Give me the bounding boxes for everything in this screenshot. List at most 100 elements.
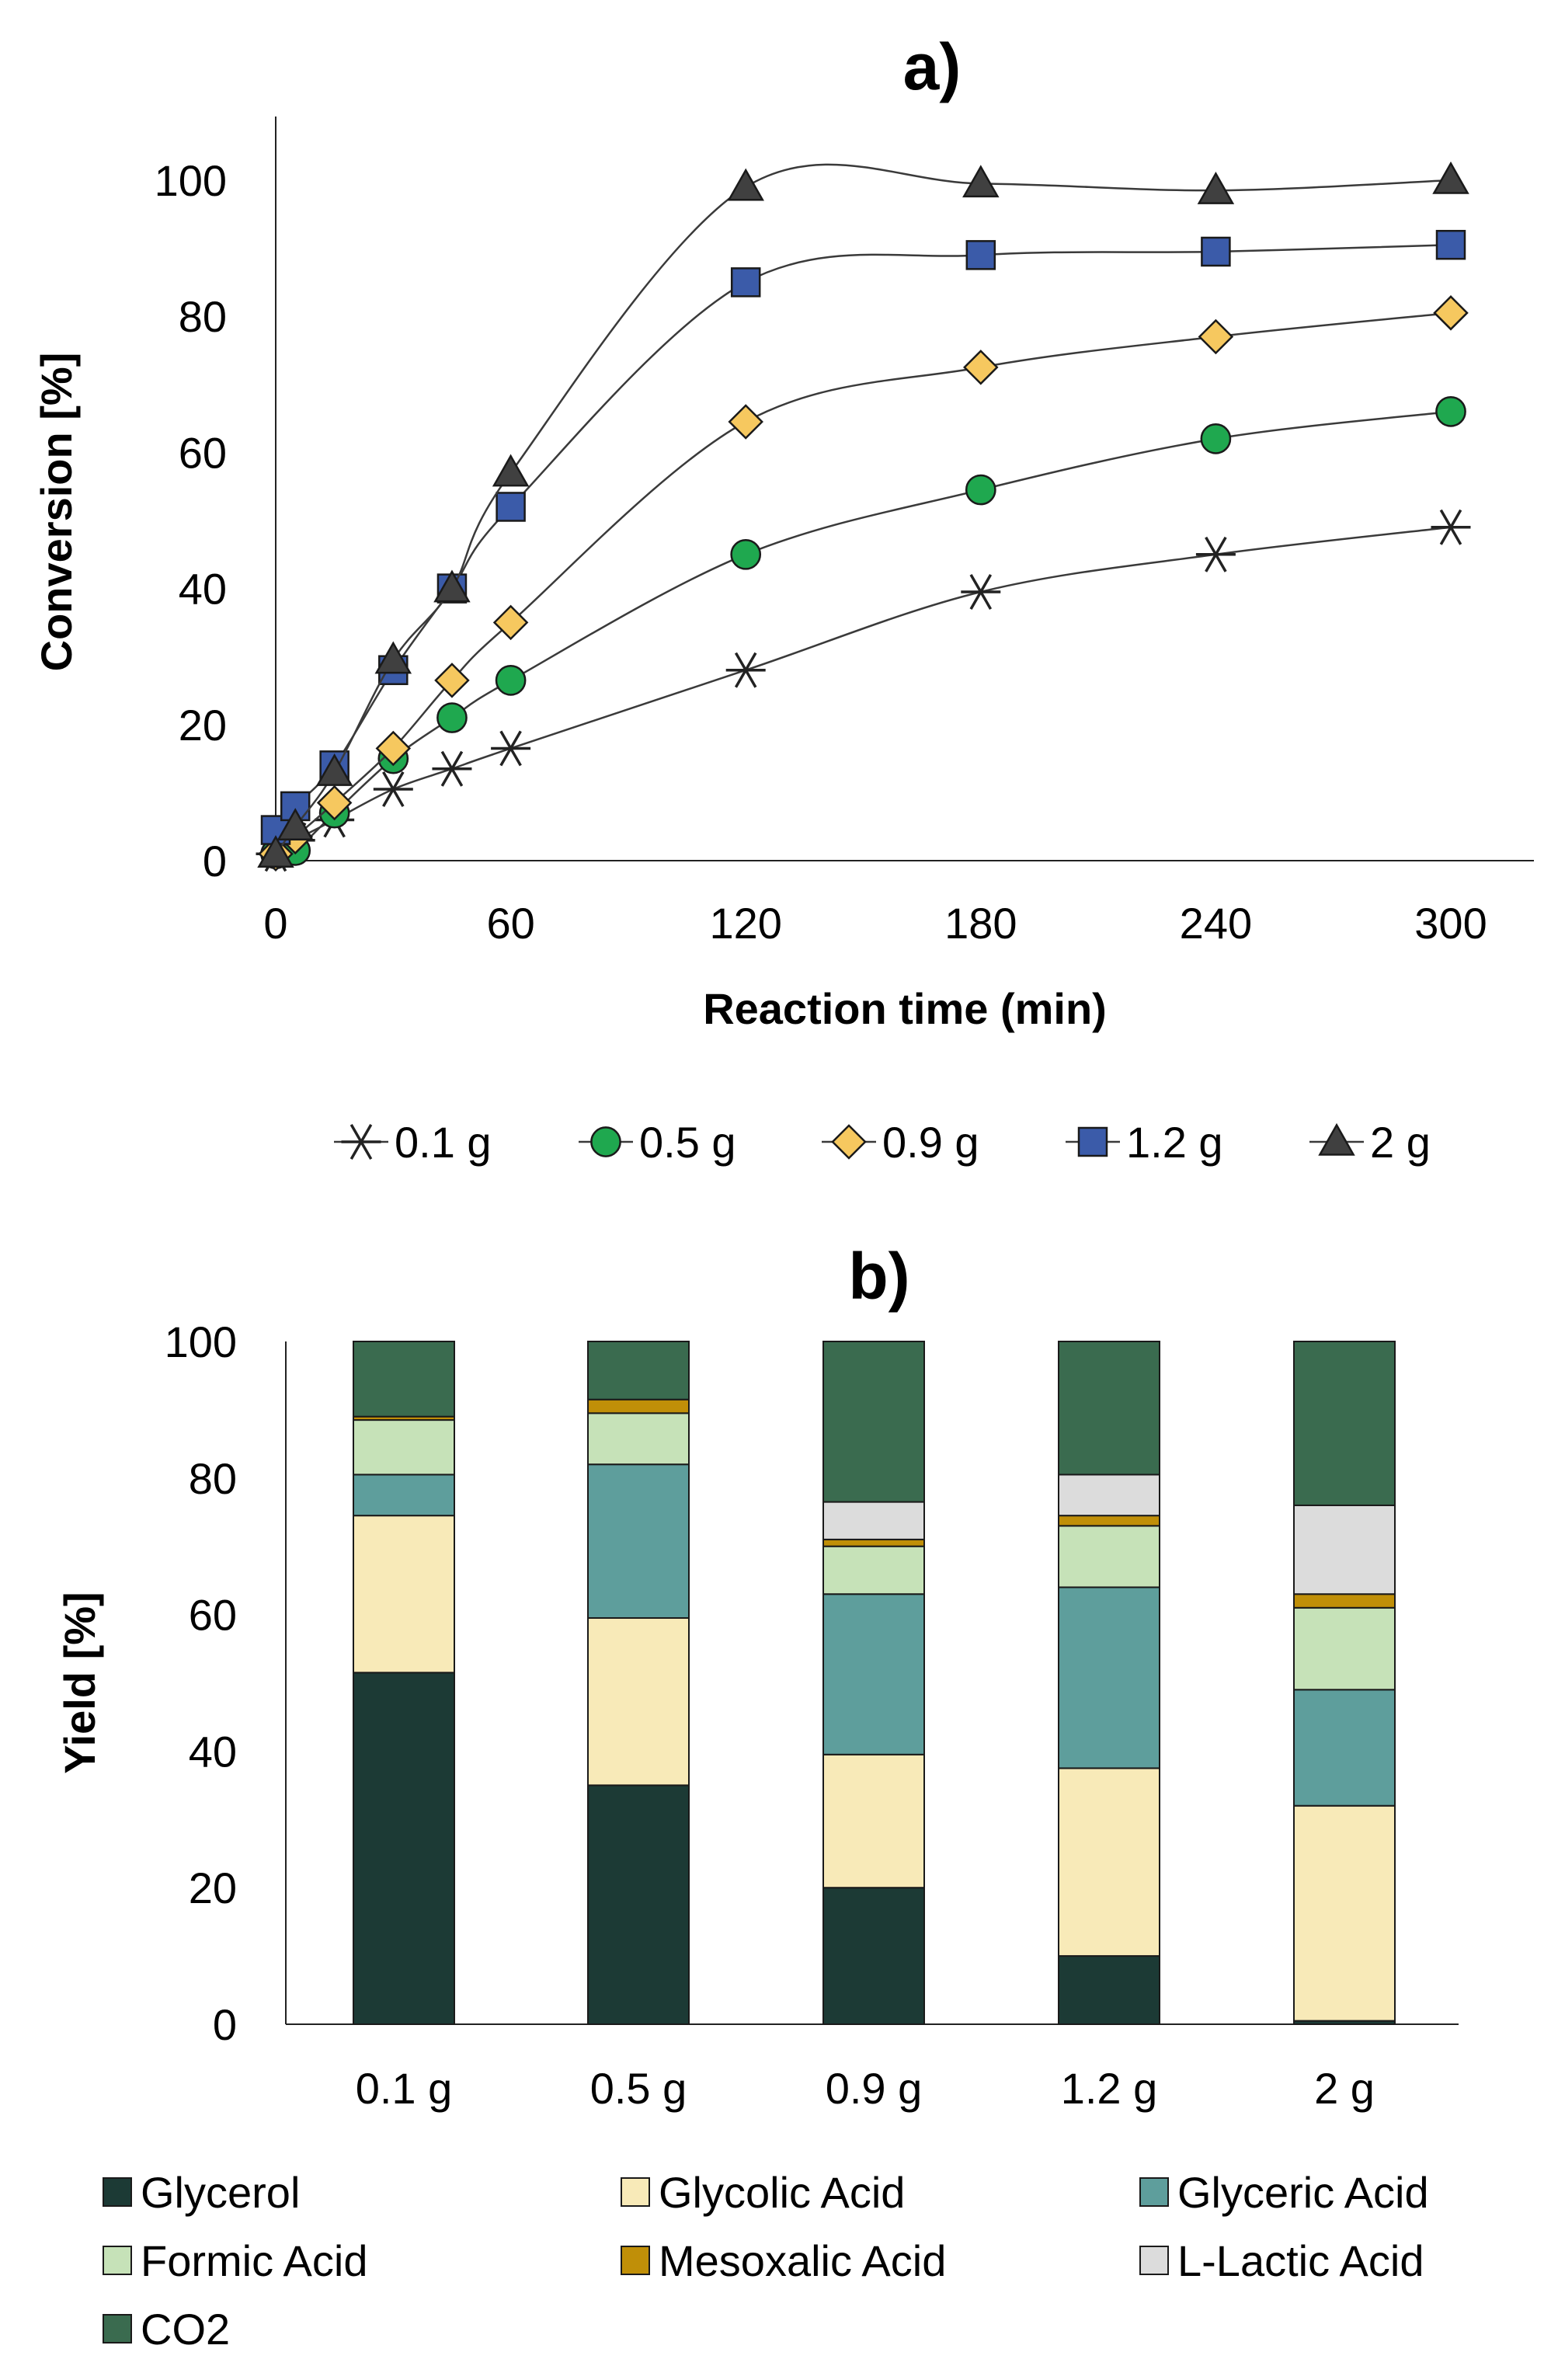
legend-marker-stroke — [349, 1124, 373, 1160]
chart-a-point — [965, 474, 996, 506]
chart-a-point — [1197, 172, 1235, 204]
chart-a-point — [432, 750, 472, 787]
chart-a-point — [436, 702, 468, 733]
chart-b-bar-segment-mesoxalic-acid — [1058, 1515, 1160, 1527]
chart-a-point — [730, 267, 761, 298]
chart-a-point — [257, 835, 294, 868]
legend-swatch — [103, 2177, 132, 2207]
chart-a-point — [374, 641, 412, 674]
chart-a-point — [1201, 236, 1231, 267]
chart-b-legend-label: Formic Acid — [141, 2236, 368, 2285]
chart-b-bar-segment-glycerol — [353, 1672, 455, 2025]
chart-a-title: a) — [903, 30, 962, 103]
chart-a-point-stroke — [382, 771, 405, 807]
chart-b-bar-segment-glycolic-acid — [1293, 1804, 1396, 2022]
chart-b-x-tick-label: 0.9 g — [826, 2064, 923, 2113]
chart-a-legend-item-0-1-g: 0.1 g — [334, 1118, 492, 1167]
chart-a-point — [962, 165, 1000, 198]
chart-b-bar-0-9-g — [822, 1341, 925, 2025]
chart-a-y-tick-label: 40 — [179, 565, 227, 614]
legend-swatch — [103, 2246, 132, 2275]
chart-a-y-tick-label: 60 — [179, 428, 227, 477]
chart-a-point — [1195, 536, 1236, 572]
chart-b-bar-segment-formic-acid — [587, 1412, 690, 1466]
chart-a-x-tick-label: 180 — [944, 899, 1017, 948]
chart-b-legend-label: Mesoxalic Acid — [659, 2236, 946, 2285]
chart-b-bar-segment-co2 — [353, 1341, 455, 1418]
chart-b-legend-item-mesoxalic-acid: Mesoxalic Acid — [621, 2236, 946, 2285]
chart-a-point — [1198, 318, 1234, 355]
chart-a-legend-item-2-g: 2 g — [1309, 1118, 1431, 1167]
chart-b-x-tick-label: 0.1 g — [356, 2064, 453, 2113]
chart-a-y-tick-label: 100 — [155, 156, 227, 205]
chart-b-bar-0-5-g — [587, 1341, 690, 2026]
chart-a-series-2-g — [257, 161, 1469, 868]
chart-a-point-stroke — [969, 574, 993, 610]
chart-b-legend-item-formic-acid: Formic Acid — [103, 2236, 368, 2285]
chart-b-bar-segment-l-lactic-acid — [822, 1501, 925, 1540]
legend-swatch — [621, 2246, 650, 2275]
legend-marker — [1077, 1126, 1108, 1157]
chart-b-legend-label: Glycerol — [141, 2168, 300, 2217]
chart-a-legend-label: 2 g — [1370, 1118, 1431, 1167]
chart-a-point — [492, 454, 530, 487]
chart-a-point — [963, 350, 999, 385]
chart-a-point — [495, 665, 527, 696]
chart-a-legend: 0.1 g 0.5 g 0.9 g 1.2 g 2 g — [334, 1118, 1431, 1167]
chart-b-legend: Glycerol Glycolic Acid Glyceric Acid Formic… — [103, 2168, 1429, 2354]
chart-a-point-stroke — [1439, 509, 1462, 545]
chart-a-point-stroke — [499, 730, 522, 767]
chart-b-bar-segment-glycerol — [1058, 1955, 1160, 2026]
chart-a-conversion: a) 0 20 40 60 80 100 0 60 120 180 240 300 Reaction ti… — [32, 30, 1534, 1167]
chart-a-series-line — [275, 311, 1452, 855]
chart-a-point — [373, 771, 413, 807]
chart-b-bar-segment-co2 — [1058, 1341, 1160, 1476]
legend-swatch — [1139, 2177, 1169, 2207]
chart-a-y-tick-label: 20 — [179, 701, 227, 750]
chart-a-legend-label: 0.9 g — [882, 1118, 979, 1167]
chart-b-y-tick-label: 100 — [165, 1317, 237, 1366]
chart-a-series-0-1-g — [256, 509, 1471, 872]
chart-b-bar-segment-glycerol — [822, 1887, 925, 2025]
chart-a-point-stroke — [440, 750, 464, 787]
chart-a-x-tick-label: 120 — [709, 899, 781, 948]
legend-marker — [831, 1124, 867, 1160]
chart-b-bar-segment-glyceric-acid — [587, 1463, 690, 1619]
chart-a-point — [496, 492, 526, 522]
chart-a-series-0-5-g — [260, 395, 1466, 870]
chart-a-series-line — [275, 243, 1452, 831]
chart-a-series-line — [275, 410, 1452, 856]
chart-b-bar-2-g — [1293, 1341, 1396, 2025]
legend-swatch — [103, 2314, 132, 2343]
chart-a-point — [1435, 395, 1466, 427]
chart-a-point — [1433, 295, 1469, 331]
chart-b-legend-item-glycerol: Glycerol — [103, 2168, 300, 2217]
chart-a-point — [1200, 423, 1232, 454]
legend-marker — [590, 1126, 621, 1157]
chart-a-point — [276, 808, 314, 840]
chart-a-point — [1431, 509, 1471, 545]
chart-a-point — [433, 569, 471, 603]
chart-b-bar-1-2-g — [1058, 1341, 1160, 2026]
chart-a-point-stroke — [734, 652, 757, 688]
chart-b-y-tick-label: 40 — [189, 1727, 237, 1776]
chart-b-bar-segment-co2 — [822, 1341, 925, 1503]
chart-a-point — [725, 652, 766, 688]
chart-a-legend-item-0-5-g: 0.5 g — [579, 1118, 736, 1167]
chart-b-yield: b) 0 20 40 60 80 100 0.1 g 0.5 g 0.9 g 1.2 g 2 g Yie… — [55, 1240, 1459, 2354]
chart-b-y-tick-label: 0 — [213, 2000, 237, 2049]
chart-a-x-tick-label: 240 — [1180, 899, 1252, 948]
chart-a-point-stroke — [1205, 536, 1227, 572]
chart-a-point — [492, 604, 529, 641]
chart-b-bar-segment-formic-acid — [1293, 1606, 1396, 1691]
chart-b-bar-segment-glycolic-acid — [587, 1616, 690, 1787]
chart-b-y-tick-label: 60 — [189, 1591, 237, 1640]
chart-a-legend-label: 1.2 g — [1126, 1118, 1223, 1167]
chart-a-x-axis-title: Reaction time (min) — [703, 984, 1107, 1033]
legend-swatch — [621, 2177, 650, 2207]
chart-b-y-tick-label: 20 — [189, 1863, 237, 1912]
chart-b-x-tick-label: 2 g — [1314, 2064, 1375, 2113]
chart-a-point — [1435, 229, 1466, 260]
chart-b-bar-segment-formic-acid — [1058, 1525, 1160, 1588]
chart-b-bar-segment-glyceric-acid — [353, 1474, 455, 1517]
